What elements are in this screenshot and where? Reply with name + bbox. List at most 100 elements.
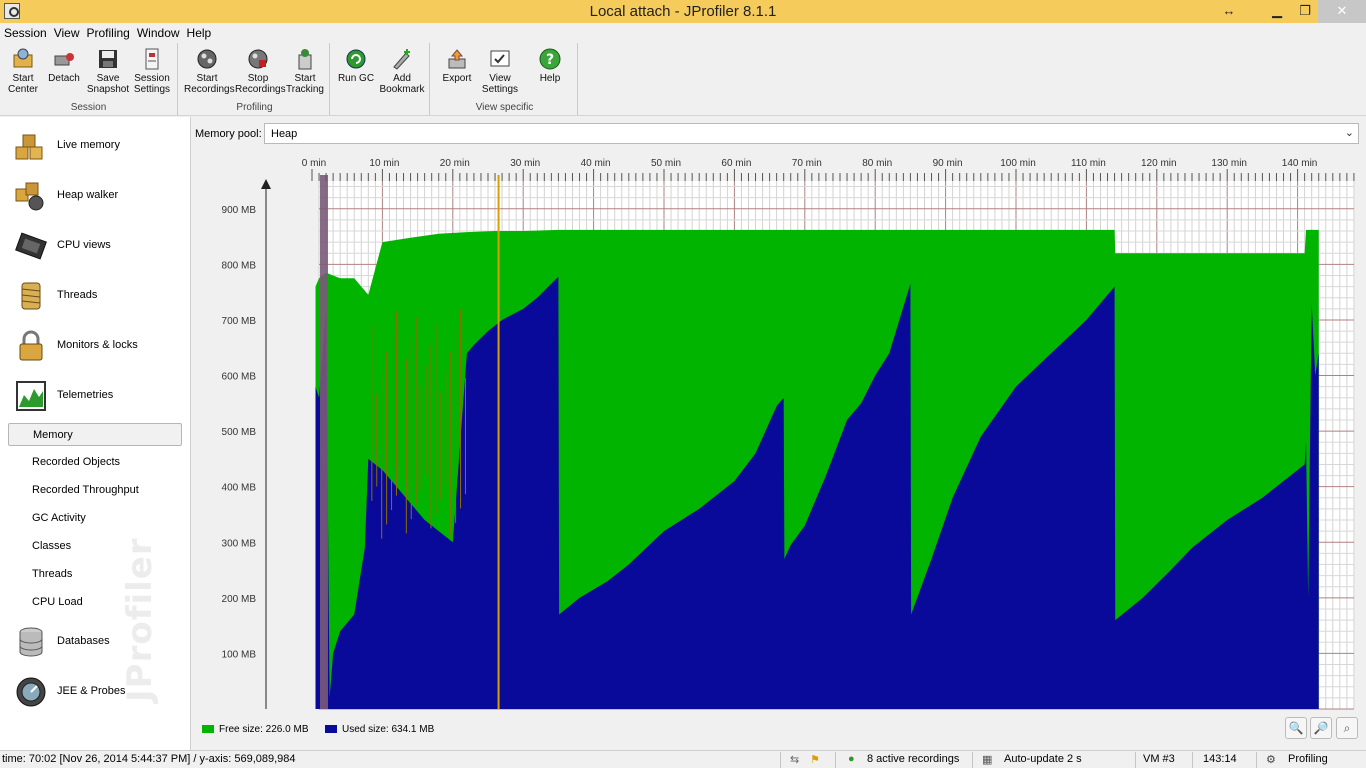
sidebar-item-jee-probes[interactable]: JEE & Probes	[14, 671, 184, 711]
sidebar-item-threads[interactable]: Threads	[14, 275, 184, 315]
menu-session[interactable]: Session	[4, 26, 47, 40]
x-tick-label: 90 min	[933, 158, 963, 169]
zoom-in-icon[interactable]: 🔍	[1285, 717, 1307, 739]
free-size-swatch	[202, 725, 214, 733]
legend-used-size: Used size: 634.1 MB	[325, 724, 434, 735]
session-group: Start Center Detach Save Snapshot Session S…	[0, 43, 178, 115]
y-tick-label: 400 MB	[222, 483, 257, 494]
flag-icon[interactable]: ⚑	[810, 754, 820, 766]
y-tick-label: 500 MB	[222, 427, 257, 438]
auto-update-icon: ▦	[982, 754, 993, 766]
menu-bar: Session View Profiling Window Help	[0, 23, 1366, 43]
chevron-down-icon: ⌄	[1344, 127, 1354, 139]
memory-telemetry-panel: Memory pool: Heap ⌄ 100 MB 200 MB 300 MB 40…	[192, 117, 1366, 750]
x-tick-label: 110 min	[1071, 158, 1106, 169]
recording-status-icon: ●	[848, 753, 855, 765]
status-vm: VM #3	[1143, 753, 1175, 765]
start-center-button[interactable]: Start Center	[0, 47, 46, 95]
add-bookmark-button[interactable]: Add Bookmark	[379, 47, 425, 95]
title-bar: Local attach - JProfiler 8.1.1 ↔ ▁ ❐ ✕	[0, 0, 1366, 23]
stop-recordings-button[interactable]: Stop Recordings	[235, 47, 286, 95]
toolbar: Start Center Detach Save Snapshot Session S…	[0, 43, 1366, 116]
series-used-size-area	[315, 276, 1319, 709]
x-tick-label: 120 min	[1141, 158, 1177, 169]
menu-view[interactable]: View	[53, 26, 80, 40]
save-snapshot-button[interactable]: Save Snapshot	[85, 47, 131, 95]
memory-chart[interactable]: 100 MB 200 MB 300 MB 400 MB 500 MB 600 MB 700 …	[196, 149, 1362, 714]
menu-help[interactable]: Help	[186, 26, 212, 40]
sidebar-item-cpu-views[interactable]: CPU views	[14, 225, 184, 265]
session-settings-button[interactable]: Session Settings	[129, 47, 175, 95]
help-icon: ?	[539, 48, 561, 70]
zoom-fit-icon[interactable]: ⌕	[1336, 717, 1358, 739]
y-tick-label: 900 MB	[222, 205, 257, 216]
x-tick-label: 60 min	[721, 158, 751, 169]
used-size-swatch	[325, 725, 337, 733]
zoom-out-icon[interactable]: 🔎	[1310, 717, 1332, 739]
export-button[interactable]: Export	[434, 47, 480, 84]
x-tick-label: 130 min	[1211, 158, 1247, 169]
view-specific-group: Export View Settings ? Help View specific	[432, 43, 578, 115]
sidebar-item-recorded-objects[interactable]: Recorded Objects	[32, 456, 121, 468]
sidebar-item-classes[interactable]: Classes	[32, 540, 72, 552]
sidebar-item-memory[interactable]: Memory	[8, 423, 182, 446]
svg-text:?: ?	[546, 52, 554, 68]
close-button[interactable]: ✕	[1318, 0, 1366, 23]
databases-icon	[19, 627, 43, 657]
start-tracking-icon	[298, 49, 312, 70]
start-center-icon	[13, 48, 33, 68]
sidebar-item-recorded-throughput[interactable]: Recorded Throughput	[32, 484, 139, 496]
menu-window[interactable]: Window	[136, 26, 180, 40]
status-autoupdate[interactable]: Auto-update 2 s	[1004, 753, 1082, 765]
start-recordings-button[interactable]: Start Recordings	[184, 47, 235, 95]
status-mode: Profiling	[1288, 753, 1328, 765]
export-icon	[448, 49, 466, 69]
maximize-button[interactable]: ❐	[1299, 3, 1311, 18]
legend-free-size: Free size: 226.0 MB	[202, 724, 308, 735]
sidebar-item-live-memory[interactable]: Live memory	[14, 125, 184, 165]
memory-pool-select[interactable]: Heap ⌄	[264, 123, 1359, 144]
sidebar-item-cpu-load[interactable]: CPU Load	[32, 596, 83, 608]
start-tracking-button[interactable]: Start Tracking	[282, 47, 328, 95]
status-time: time: 70:02 [Nov 26, 2014 5:44:37 PM] / …	[2, 753, 296, 765]
view-settings-icon	[490, 50, 510, 67]
sidebar-item-databases[interactable]: Databases	[14, 621, 184, 661]
start-recordings-icon	[197, 49, 217, 69]
telemetries-icon	[16, 381, 46, 411]
save-icon	[99, 50, 117, 68]
y-tick-label: 300 MB	[222, 538, 257, 549]
help-button[interactable]: ? Help	[527, 47, 573, 84]
stop-recordings-icon	[248, 49, 268, 69]
sidebar-item-gc-activity[interactable]: GC Activity	[32, 512, 86, 524]
x-tick-label: 80 min	[862, 158, 892, 169]
x-tick-label: 30 min	[510, 158, 540, 169]
sidebar-item-telemetries[interactable]: Telemetries	[14, 375, 184, 415]
heap-walker-icon	[15, 182, 44, 211]
jee-probes-icon	[16, 677, 46, 707]
resize-icon[interactable]: ↔	[1222, 3, 1236, 18]
app-icon[interactable]	[4, 3, 20, 19]
y-tick-label: 800 MB	[222, 260, 257, 271]
window-title: Local attach - JProfiler 8.1.1	[589, 3, 777, 20]
threads-icon	[21, 282, 41, 310]
run-gc-icon	[346, 49, 366, 69]
view-settings-button[interactable]: View Settings	[477, 47, 523, 95]
detach-button[interactable]: Detach	[41, 47, 87, 84]
minimize-button[interactable]: ▁	[1272, 3, 1282, 18]
memory-pool-value: Heap	[271, 128, 298, 140]
gc-bookmark-group: Run GC Add Bookmark	[332, 43, 430, 115]
sidebar-item-threads-telemetry[interactable]: Threads	[32, 568, 73, 580]
menu-profiling[interactable]: Profiling	[86, 26, 130, 40]
x-tick-label: 0 min	[302, 158, 326, 169]
sidebar-item-heap-walker[interactable]: Heap walker	[14, 175, 184, 215]
memory-pool-label: Memory pool:	[195, 128, 262, 140]
monitors-locks-icon	[19, 330, 43, 361]
sync-icon[interactable]: ⇆	[790, 754, 800, 766]
status-recordings[interactable]: 8 active recordings	[867, 753, 960, 765]
bookmark-band	[319, 175, 328, 709]
x-tick-label: 100 min	[1000, 158, 1036, 169]
sidebar-item-monitors-locks[interactable]: Monitors & locks	[14, 325, 184, 365]
x-tick-label: 40 min	[581, 158, 611, 169]
y-tick-label: 700 MB	[222, 316, 257, 327]
run-gc-button[interactable]: Run GC	[333, 47, 379, 84]
